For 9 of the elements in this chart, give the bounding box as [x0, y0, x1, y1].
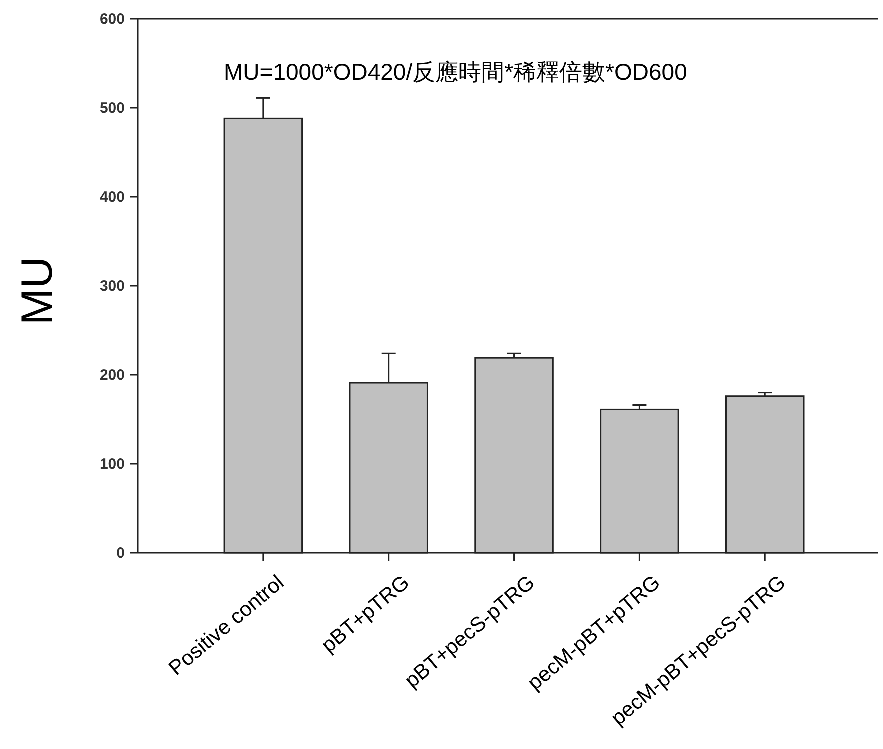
y-tick-label: 300	[100, 278, 125, 295]
y-tick-label: 400	[100, 189, 125, 206]
y-axis-title: MU	[13, 256, 62, 326]
y-tick-label: 100	[100, 456, 125, 473]
y-tick-label: 0	[116, 545, 125, 562]
annotation: MU=1000*OD420/反應時間*稀釋倍數*OD600	[224, 59, 688, 85]
y-tick-label: 600	[100, 11, 125, 28]
y-tick-label: 200	[100, 367, 125, 384]
y-tick-label: 500	[100, 100, 125, 117]
